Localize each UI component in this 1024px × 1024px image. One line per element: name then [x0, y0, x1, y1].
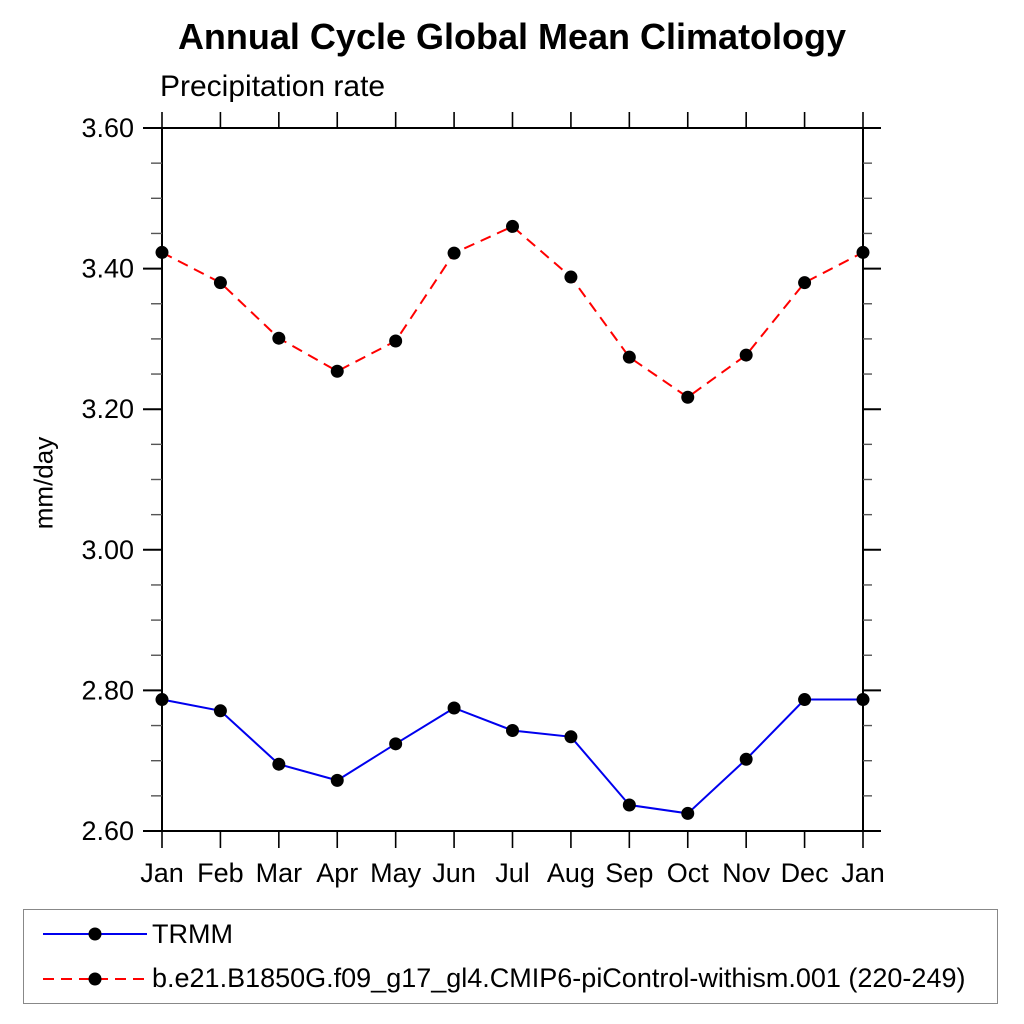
series-line-1 [161, 225, 864, 399]
data-point-marker [330, 773, 344, 787]
x-tick-label: Jul [495, 858, 530, 888]
y-tick-label: 2.60 [81, 816, 134, 846]
legend-label-trmm: TRMM [152, 918, 233, 949]
data-point-marker [447, 701, 461, 715]
data-point-marker [681, 390, 695, 404]
data-point-marker [506, 219, 519, 233]
data-point-marker [155, 245, 169, 259]
data-point-marker [389, 737, 403, 751]
x-tick-label: Sep [605, 858, 653, 888]
y-tick-label: 3.20 [81, 394, 134, 424]
data-point-marker [447, 246, 461, 260]
data-point-marker [856, 693, 870, 707]
x-tick-label: Jan [140, 858, 184, 888]
data-point-marker [330, 364, 344, 378]
chart-title: Annual Cycle Global Mean Climatology [177, 16, 847, 57]
data-point-marker [564, 270, 578, 284]
data-point-marker [155, 693, 169, 707]
data-point-marker [798, 693, 812, 707]
x-tick-label: May [370, 858, 422, 888]
x-tick-label: Nov [722, 858, 771, 888]
data-point-marker [213, 276, 227, 290]
trmm-line-sample [43, 927, 147, 941]
legend: TRMM b.e21.B1850G.f09_g17_gl4.CMIP6-piCo… [23, 909, 998, 1004]
data-point-marker [272, 757, 286, 771]
data-point-marker [681, 806, 695, 820]
data-point-marker [272, 331, 286, 345]
data-point-marker [213, 704, 227, 718]
data-point-marker [739, 752, 753, 766]
x-tick-label: Feb [197, 858, 244, 888]
data-point-marker [506, 723, 519, 737]
legend-item-model: b.e21.B1850G.f09_g17_gl4.CMIP6-piControl… [24, 959, 997, 999]
data-point-marker [622, 798, 636, 812]
y-tick-label: 3.60 [81, 113, 134, 143]
legend-label-model: b.e21.B1850G.f09_g17_gl4.CMIP6-piControl… [152, 963, 966, 994]
x-tick-label: Dec [781, 858, 829, 888]
x-tick-label: Jun [432, 858, 476, 888]
data-point-marker [739, 348, 753, 362]
data-point-marker [564, 730, 578, 744]
data-point-marker [389, 334, 403, 348]
y-tick-label: 3.00 [81, 535, 134, 565]
x-tick-label: Jan [841, 858, 885, 888]
data-point-marker [856, 245, 870, 259]
y-tick-label: 2.80 [81, 675, 134, 705]
chart-subtitle: Precipitation rate [160, 70, 386, 103]
x-tick-label: Aug [547, 858, 595, 888]
x-tick-label: Mar [256, 858, 303, 888]
x-tick-label: Apr [316, 858, 358, 888]
x-tick-label: Oct [667, 858, 710, 888]
data-point-marker [798, 276, 812, 290]
y-tick-label: 3.40 [81, 254, 134, 284]
model-line-sample [43, 972, 147, 986]
data-point-marker [622, 350, 636, 364]
legend-item-trmm: TRMM [24, 914, 997, 954]
series-line-0 [161, 698, 863, 815]
